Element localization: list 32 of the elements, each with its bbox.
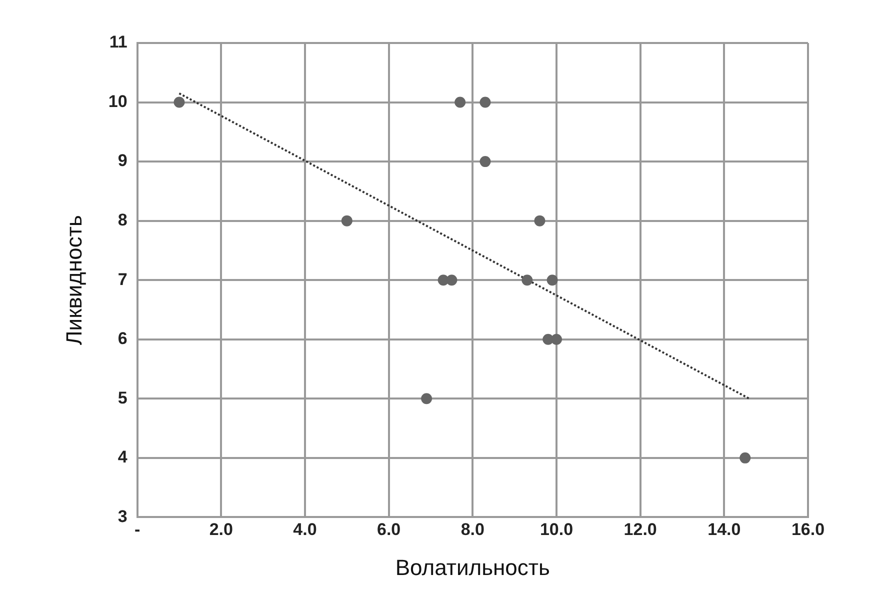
x-tick-label: 4.0 <box>293 520 317 540</box>
point <box>550 334 562 345</box>
point <box>454 96 466 108</box>
point <box>480 96 491 108</box>
y-tick-label: 11 <box>109 32 128 52</box>
y-tick-label: 6 <box>118 329 128 348</box>
x-tick-label: 12.0 <box>624 520 657 540</box>
point <box>534 215 546 226</box>
y-tick-label: 10 <box>108 92 128 111</box>
x-tick-label: 16.0 <box>791 520 825 540</box>
x-tick-label: 6.0 <box>377 520 401 540</box>
point <box>522 274 533 286</box>
point <box>480 156 491 168</box>
x-tick-label: 14.0 <box>708 520 741 540</box>
y-tick-label: 7 <box>118 270 128 289</box>
y-axis-title: Ликвидность <box>61 215 86 346</box>
x-axis-title: Волатильность <box>395 554 550 580</box>
point <box>740 452 751 464</box>
point <box>421 393 432 404</box>
x-tick-label: 10.0 <box>540 520 574 540</box>
x-tick-label: 2.0 <box>209 520 233 540</box>
point <box>446 274 458 286</box>
y-tick-label: 5 <box>118 388 128 408</box>
point <box>546 274 558 286</box>
y-tick-label: 8 <box>118 210 128 230</box>
point <box>341 215 352 226</box>
x-tick-label: 8.0 <box>460 520 484 540</box>
y-tick-label: 3 <box>118 506 128 526</box>
point <box>174 96 185 108</box>
x-tick-label: - <box>134 520 140 540</box>
y-tick-label: 9 <box>118 151 128 170</box>
y-tick-label: 4 <box>118 448 128 467</box>
